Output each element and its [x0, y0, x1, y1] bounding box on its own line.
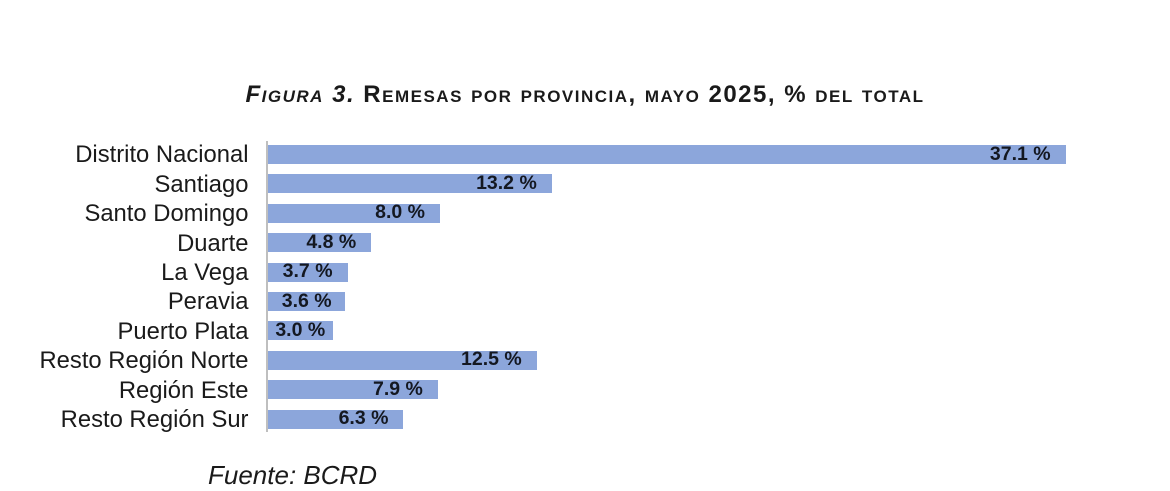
category-axis-line — [266, 140, 268, 432]
bar: 3.7 % — [268, 260, 348, 283]
bar: 6.3 % — [268, 407, 404, 430]
bar-value-label: 4.8 % — [306, 230, 357, 253]
bar: 3.6 % — [268, 289, 346, 312]
bar-value-label: 3.6 % — [281, 289, 332, 312]
bar-value-label: 13.2 % — [476, 172, 537, 195]
chart-title: Figura 3. Remesas por provincia, mayo 20… — [0, 81, 1170, 109]
chart-title-prefix: Figura 3. — [245, 80, 356, 108]
bar-value-label: 6.3 % — [338, 407, 389, 430]
bar: 7.9 % — [268, 377, 438, 400]
category-label: Duarte — [177, 229, 249, 257]
category-label: Santo Domingo — [84, 200, 249, 228]
bar-value-label: 3.7 % — [282, 260, 333, 283]
bar: 4.8 % — [268, 230, 372, 253]
bar-value-label: 3.0 % — [275, 319, 326, 342]
bar-value-label: 7.9 % — [372, 377, 423, 400]
category-label: Distrito Nacional — [75, 141, 249, 169]
bar-value-label: 37.1 % — [989, 142, 1051, 165]
bar: 3.0 % — [268, 319, 333, 342]
category-label: Santiago — [154, 170, 249, 198]
category-label: Resto Región Norte — [39, 347, 249, 375]
bar: 8.0 % — [268, 201, 440, 224]
category-label: Peravia — [167, 288, 249, 316]
category-label: Puerto Plata — [117, 317, 249, 345]
source-note: Fuente: BCRD — [208, 460, 378, 490]
category-label: La Vega — [161, 258, 249, 286]
bar: 12.5 % — [268, 348, 537, 371]
bar-value-label: 8.0 % — [375, 201, 425, 224]
chart-title-text: Remesas por provincia, mayo 2025, % del … — [355, 80, 925, 108]
category-label: Resto Región Sur — [60, 405, 249, 433]
bar: 13.2 % — [268, 172, 552, 195]
bar: 37.1 % — [268, 142, 1066, 165]
category-label: Región Este — [118, 376, 249, 404]
bar-value-label: 12.5 % — [461, 348, 522, 371]
